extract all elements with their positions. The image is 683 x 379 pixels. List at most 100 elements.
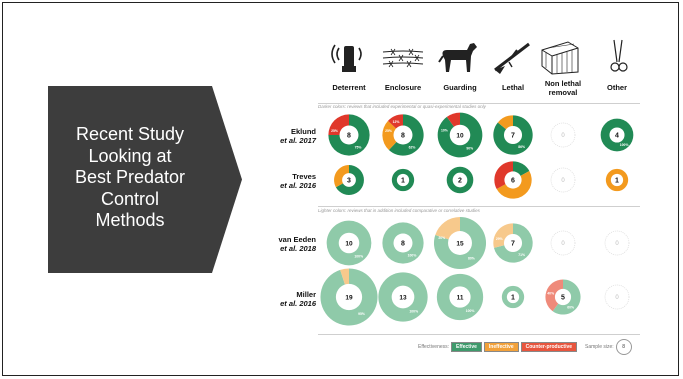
column-label-enclosure: Enclosure: [384, 83, 422, 92]
percent-label: 40%: [547, 292, 554, 296]
percent-label: 12%: [393, 120, 400, 124]
note-lighter-colors: Lighter colors: reviews that in addition…: [318, 208, 480, 213]
sample-size-label: 4: [615, 132, 619, 139]
sample-size-label: 0: [615, 295, 619, 301]
row-label-miller: Miller et al. 2016: [280, 290, 316, 308]
donut-cell: 7 86%: [493, 115, 533, 155]
donut-hole: [335, 283, 363, 311]
sample-size-label: 0: [561, 133, 565, 139]
sample-size-label: 2: [458, 177, 462, 184]
percent-label: 95%: [358, 312, 365, 316]
note-darker-colors: Darker colors: reviews that included exp…: [318, 104, 486, 109]
donut-hole: [609, 127, 625, 143]
sample-size-label: 11: [457, 294, 464, 301]
percent-label: 71%: [518, 253, 525, 257]
sample-size-label: 8: [401, 132, 405, 139]
percent-label: 20%: [438, 236, 445, 240]
row-label-van-eeden: van Eeden et al. 2018: [278, 235, 316, 253]
sample-size-label: 10: [345, 240, 353, 247]
donut-hole: [338, 232, 360, 254]
percent-label: 80%: [468, 257, 475, 261]
legend-label: Effectiveness:: [418, 344, 450, 350]
sample-size-label: 5: [561, 294, 565, 301]
donut-cell: 15 80% 20%: [433, 216, 487, 270]
donut-cell: 1: [501, 285, 525, 309]
donut-cell: 0: [550, 230, 576, 256]
sample-size-label: 1: [511, 294, 515, 301]
percent-label: 100%: [408, 253, 417, 257]
legend: Effectiveness: Effective Ineffective Cou…: [418, 339, 632, 355]
empty-ring: [550, 122, 576, 148]
column-label-non-lethal-removal: Non lethal removal: [544, 79, 582, 97]
donut-cell: 8 100%: [382, 222, 424, 264]
donut-cell: 8 62% 25% 12%: [382, 114, 424, 156]
donut-cell: 3: [334, 165, 364, 195]
donut-hole: [506, 290, 520, 304]
divider: [318, 334, 640, 335]
sample-size-label: 10: [456, 132, 464, 139]
dog-icon: [438, 43, 477, 72]
donut-cell: 0: [604, 230, 630, 256]
slide-title: Recent Study Looking at Best Predator Co…: [74, 124, 186, 230]
column-label-lethal: Lethal: [501, 83, 525, 92]
cage-trap-icon: [541, 41, 579, 75]
percent-label: 100%: [466, 309, 475, 313]
donut-cell: 10 100%: [326, 220, 372, 266]
donut-hole: [393, 125, 413, 145]
sample-size-label: 1: [401, 177, 405, 184]
donut-hole: [449, 286, 471, 308]
donut-cell: 7 71% 29%: [493, 223, 533, 263]
donut-cell: 5 60% 40%: [545, 279, 581, 315]
title-arrow-panel: [48, 86, 242, 273]
barbed-wire-icon: [382, 48, 424, 68]
donut-hole: [448, 231, 472, 255]
donut-cell: 13 100%: [378, 272, 428, 322]
column-label-deterrent: Deterrent: [332, 83, 366, 92]
sample-size-icon: 8: [615, 339, 632, 355]
percent-label: 75%: [355, 145, 362, 149]
donut-cell: 1: [391, 168, 415, 192]
empty-ring: [550, 167, 576, 193]
sample-size-label: 1: [615, 177, 619, 184]
slide-frame: [2, 2, 679, 376]
empty-ring: [604, 230, 630, 256]
donut-hole: [393, 233, 413, 253]
donut-hole: [503, 233, 523, 253]
sample-size-label: 8: [401, 240, 405, 247]
divider: [318, 103, 640, 104]
percent-label: 90%: [466, 146, 473, 150]
donut-hole: [452, 172, 468, 188]
percent-label: 25%: [331, 129, 338, 133]
percent-label: 10%: [441, 129, 448, 133]
sample-size-label: 0: [561, 178, 565, 184]
sample-size-label: 19: [345, 294, 353, 301]
sample-size-label: 13: [399, 294, 407, 301]
donut-cell: 1: [605, 168, 629, 192]
donut-hole: [503, 125, 523, 145]
donut-hole: [396, 173, 410, 187]
sample-size-label: 6: [511, 177, 515, 184]
donut-cell: 8 75% 25%: [328, 114, 370, 156]
percent-label: 100%: [409, 310, 418, 314]
rifle-icon: [494, 42, 530, 74]
donut-cell: 0: [550, 167, 576, 193]
donut-hole: [504, 171, 522, 189]
percent-label: 100%: [354, 254, 363, 258]
row-label-eklund: Eklund et al. 2017: [280, 127, 316, 145]
column-label-guarding: Guarding: [443, 83, 477, 92]
donut-cell: 10 90% 10%: [437, 112, 483, 158]
column-label-other: Other: [606, 83, 627, 92]
sample-size-label: 8: [347, 132, 351, 139]
donut-hole: [610, 173, 624, 187]
sample-size-label: 0: [561, 241, 565, 247]
donut-cell: 0: [604, 284, 630, 310]
percent-label: 29%: [496, 237, 503, 241]
divider: [318, 206, 640, 207]
percent-label: 62%: [409, 145, 416, 149]
sample-size-label: 15: [456, 240, 464, 247]
sample-size-label: 0: [615, 241, 619, 247]
legend-effective: Effective: [451, 342, 482, 352]
donut-cell: 19 95%: [320, 268, 378, 326]
